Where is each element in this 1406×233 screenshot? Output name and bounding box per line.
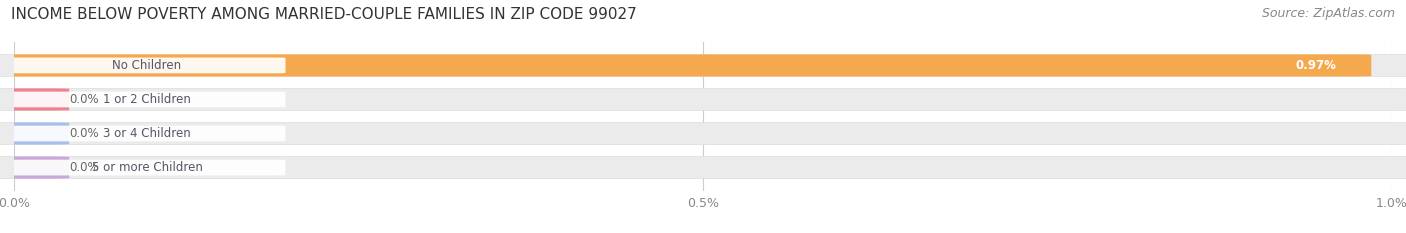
FancyBboxPatch shape	[0, 54, 1406, 76]
FancyBboxPatch shape	[8, 92, 285, 107]
Text: No Children: No Children	[112, 59, 181, 72]
FancyBboxPatch shape	[0, 157, 69, 179]
FancyBboxPatch shape	[0, 88, 69, 110]
FancyBboxPatch shape	[8, 160, 285, 175]
Text: 0.97%: 0.97%	[1296, 59, 1337, 72]
FancyBboxPatch shape	[8, 126, 285, 141]
Text: 0.0%: 0.0%	[69, 161, 98, 174]
Text: 1 or 2 Children: 1 or 2 Children	[103, 93, 191, 106]
FancyBboxPatch shape	[0, 88, 1406, 110]
Text: 0.0%: 0.0%	[69, 93, 98, 106]
Text: 0.0%: 0.0%	[69, 127, 98, 140]
Text: Source: ZipAtlas.com: Source: ZipAtlas.com	[1261, 7, 1395, 20]
FancyBboxPatch shape	[8, 58, 285, 73]
Text: INCOME BELOW POVERTY AMONG MARRIED-COUPLE FAMILIES IN ZIP CODE 99027: INCOME BELOW POVERTY AMONG MARRIED-COUPL…	[11, 7, 637, 22]
Text: 3 or 4 Children: 3 or 4 Children	[103, 127, 191, 140]
FancyBboxPatch shape	[0, 157, 1406, 179]
FancyBboxPatch shape	[0, 54, 1371, 76]
FancyBboxPatch shape	[0, 123, 69, 145]
FancyBboxPatch shape	[0, 123, 1406, 145]
Text: 5 or more Children: 5 or more Children	[91, 161, 202, 174]
